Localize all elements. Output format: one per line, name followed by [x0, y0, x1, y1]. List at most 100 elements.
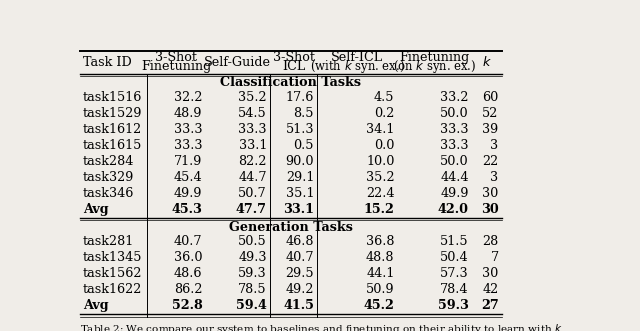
Text: $k$: $k$	[482, 55, 492, 70]
Text: 3: 3	[490, 139, 499, 152]
Text: 48.8: 48.8	[366, 251, 394, 264]
Text: 29.5: 29.5	[285, 267, 314, 280]
Text: 47.7: 47.7	[236, 203, 267, 216]
Text: 50.7: 50.7	[238, 187, 267, 200]
Text: 33.1: 33.1	[283, 203, 314, 216]
Text: 3: 3	[490, 171, 499, 184]
Text: 44.1: 44.1	[366, 267, 394, 280]
Text: 29.1: 29.1	[285, 171, 314, 184]
Text: 45.4: 45.4	[174, 171, 202, 184]
Text: 15.2: 15.2	[364, 203, 394, 216]
Text: (on $k$ syn. ex.): (on $k$ syn. ex.)	[393, 58, 476, 75]
Text: 86.2: 86.2	[174, 283, 202, 296]
Text: 33.3: 33.3	[174, 123, 202, 136]
Text: task346: task346	[83, 187, 134, 200]
Text: 52: 52	[483, 107, 499, 120]
Text: 33.3: 33.3	[239, 123, 267, 136]
Text: 41.5: 41.5	[284, 300, 314, 312]
Text: 78.5: 78.5	[238, 283, 267, 296]
Text: 22: 22	[483, 155, 499, 168]
Text: Finetuning: Finetuning	[141, 60, 211, 73]
Text: 90.0: 90.0	[285, 155, 314, 168]
Text: 59.3: 59.3	[238, 267, 267, 280]
Text: task329: task329	[83, 171, 134, 184]
Text: task1615: task1615	[83, 139, 142, 152]
Text: 0.5: 0.5	[294, 139, 314, 152]
Text: ICL: ICL	[282, 60, 305, 73]
Text: task284: task284	[83, 155, 134, 168]
Text: 54.5: 54.5	[238, 107, 267, 120]
Text: Finetuning: Finetuning	[399, 51, 470, 64]
Text: 50.5: 50.5	[238, 235, 267, 248]
Text: 50.4: 50.4	[440, 251, 469, 264]
Text: 50.0: 50.0	[440, 107, 469, 120]
Text: 10.0: 10.0	[366, 155, 394, 168]
Text: 49.3: 49.3	[239, 251, 267, 264]
Text: 57.3: 57.3	[440, 267, 469, 280]
Text: 3-Shot: 3-Shot	[156, 51, 197, 64]
Text: 33.3: 33.3	[440, 139, 469, 152]
Text: 44.4: 44.4	[440, 171, 469, 184]
Text: Avg: Avg	[83, 300, 109, 312]
Text: Table 2: We compare our system to baselines and finetuning on their ability to l: Table 2: We compare our system to baseli…	[80, 322, 563, 331]
Text: Task ID: Task ID	[83, 56, 132, 69]
Text: Self-Guide: Self-Guide	[204, 56, 271, 69]
Text: Classification Tasks: Classification Tasks	[220, 76, 362, 89]
Text: 22.4: 22.4	[366, 187, 394, 200]
Text: Avg: Avg	[83, 203, 109, 216]
Text: 30: 30	[483, 187, 499, 200]
Text: 0.0: 0.0	[374, 139, 394, 152]
Text: (with $k$ syn. ex.): (with $k$ syn. ex.)	[310, 58, 404, 75]
Text: Generation Tasks: Generation Tasks	[229, 220, 353, 234]
Text: 4.5: 4.5	[374, 91, 394, 104]
Text: 48.6: 48.6	[174, 267, 202, 280]
Text: 8.5: 8.5	[294, 107, 314, 120]
Text: 30: 30	[481, 203, 499, 216]
Text: 49.9: 49.9	[440, 187, 469, 200]
Text: 7: 7	[490, 251, 499, 264]
Text: Self-ICL: Self-ICL	[332, 51, 383, 64]
Text: 49.2: 49.2	[285, 283, 314, 296]
Text: 60: 60	[483, 91, 499, 104]
Text: 40.7: 40.7	[285, 251, 314, 264]
Text: 39: 39	[483, 123, 499, 136]
Text: task1622: task1622	[83, 283, 142, 296]
Text: 52.8: 52.8	[172, 300, 202, 312]
Text: 42: 42	[483, 283, 499, 296]
Text: 34.1: 34.1	[366, 123, 394, 136]
Text: task1345: task1345	[83, 251, 143, 264]
Text: 45.3: 45.3	[172, 203, 202, 216]
Text: 35.2: 35.2	[366, 171, 394, 184]
Text: 40.7: 40.7	[174, 235, 202, 248]
Text: 48.9: 48.9	[174, 107, 202, 120]
Text: 46.8: 46.8	[285, 235, 314, 248]
Text: 0.2: 0.2	[374, 107, 394, 120]
Text: 33.2: 33.2	[440, 91, 469, 104]
Text: 49.9: 49.9	[174, 187, 202, 200]
Text: 30: 30	[483, 267, 499, 280]
Text: 35.2: 35.2	[238, 91, 267, 104]
Text: 42.0: 42.0	[438, 203, 469, 216]
Text: 17.6: 17.6	[285, 91, 314, 104]
Text: 33.3: 33.3	[174, 139, 202, 152]
Text: 71.9: 71.9	[174, 155, 202, 168]
Text: task1529: task1529	[83, 107, 143, 120]
Text: 59.3: 59.3	[438, 300, 469, 312]
Text: 28: 28	[483, 235, 499, 248]
Text: 50.0: 50.0	[440, 155, 469, 168]
Text: 35.1: 35.1	[285, 187, 314, 200]
Text: 44.7: 44.7	[239, 171, 267, 184]
Text: task1516: task1516	[83, 91, 142, 104]
Text: 3-Shot: 3-Shot	[273, 51, 314, 64]
Text: 82.2: 82.2	[239, 155, 267, 168]
Text: 51.5: 51.5	[440, 235, 469, 248]
Text: 50.9: 50.9	[366, 283, 394, 296]
Text: 51.3: 51.3	[285, 123, 314, 136]
Text: 45.2: 45.2	[364, 300, 394, 312]
Text: task1562: task1562	[83, 267, 143, 280]
Text: 27: 27	[481, 300, 499, 312]
Text: 36.0: 36.0	[174, 251, 202, 264]
Text: task1612: task1612	[83, 123, 142, 136]
Text: 78.4: 78.4	[440, 283, 469, 296]
Text: 33.3: 33.3	[440, 123, 469, 136]
